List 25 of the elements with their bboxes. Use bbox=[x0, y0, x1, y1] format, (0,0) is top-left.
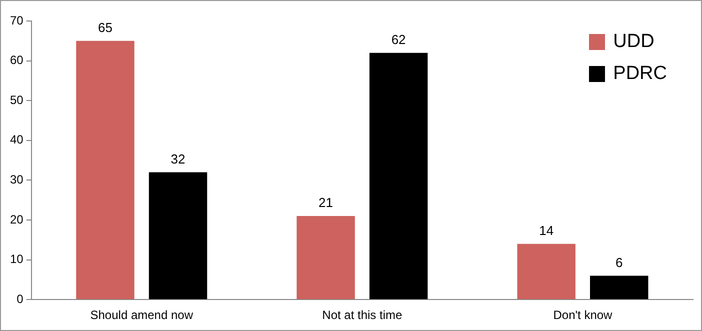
data-label: 65 bbox=[98, 20, 112, 35]
bar bbox=[590, 276, 648, 300]
y-tick-label: 60 bbox=[10, 53, 24, 68]
x-tick-label: Don't know bbox=[553, 308, 613, 322]
y-tick-label: 30 bbox=[10, 172, 24, 187]
bar bbox=[369, 52, 428, 300]
data-label: 14 bbox=[539, 222, 554, 238]
bar bbox=[148, 172, 208, 300]
data-label: 21 bbox=[318, 195, 334, 210]
data-label: 32 bbox=[170, 151, 186, 166]
y-tick-label: 40 bbox=[10, 132, 24, 147]
y-tick-label: 10 bbox=[10, 252, 24, 266]
bar bbox=[517, 244, 576, 300]
legend-label: UDD bbox=[613, 31, 654, 53]
legend-label: PDRC bbox=[613, 63, 667, 85]
bar bbox=[296, 216, 355, 300]
y-tick-label: 70 bbox=[10, 13, 24, 28]
y-tick-label: 0 bbox=[16, 292, 24, 306]
x-tick-label: Should amend now bbox=[90, 308, 194, 322]
data-label: 6 bbox=[616, 254, 623, 270]
x-tick-label: Not at this time bbox=[322, 308, 403, 322]
y-tick-label: 20 bbox=[10, 212, 24, 226]
bar bbox=[76, 40, 134, 300]
data-label: 62 bbox=[391, 32, 406, 47]
y-tick-label: 50 bbox=[10, 92, 24, 107]
